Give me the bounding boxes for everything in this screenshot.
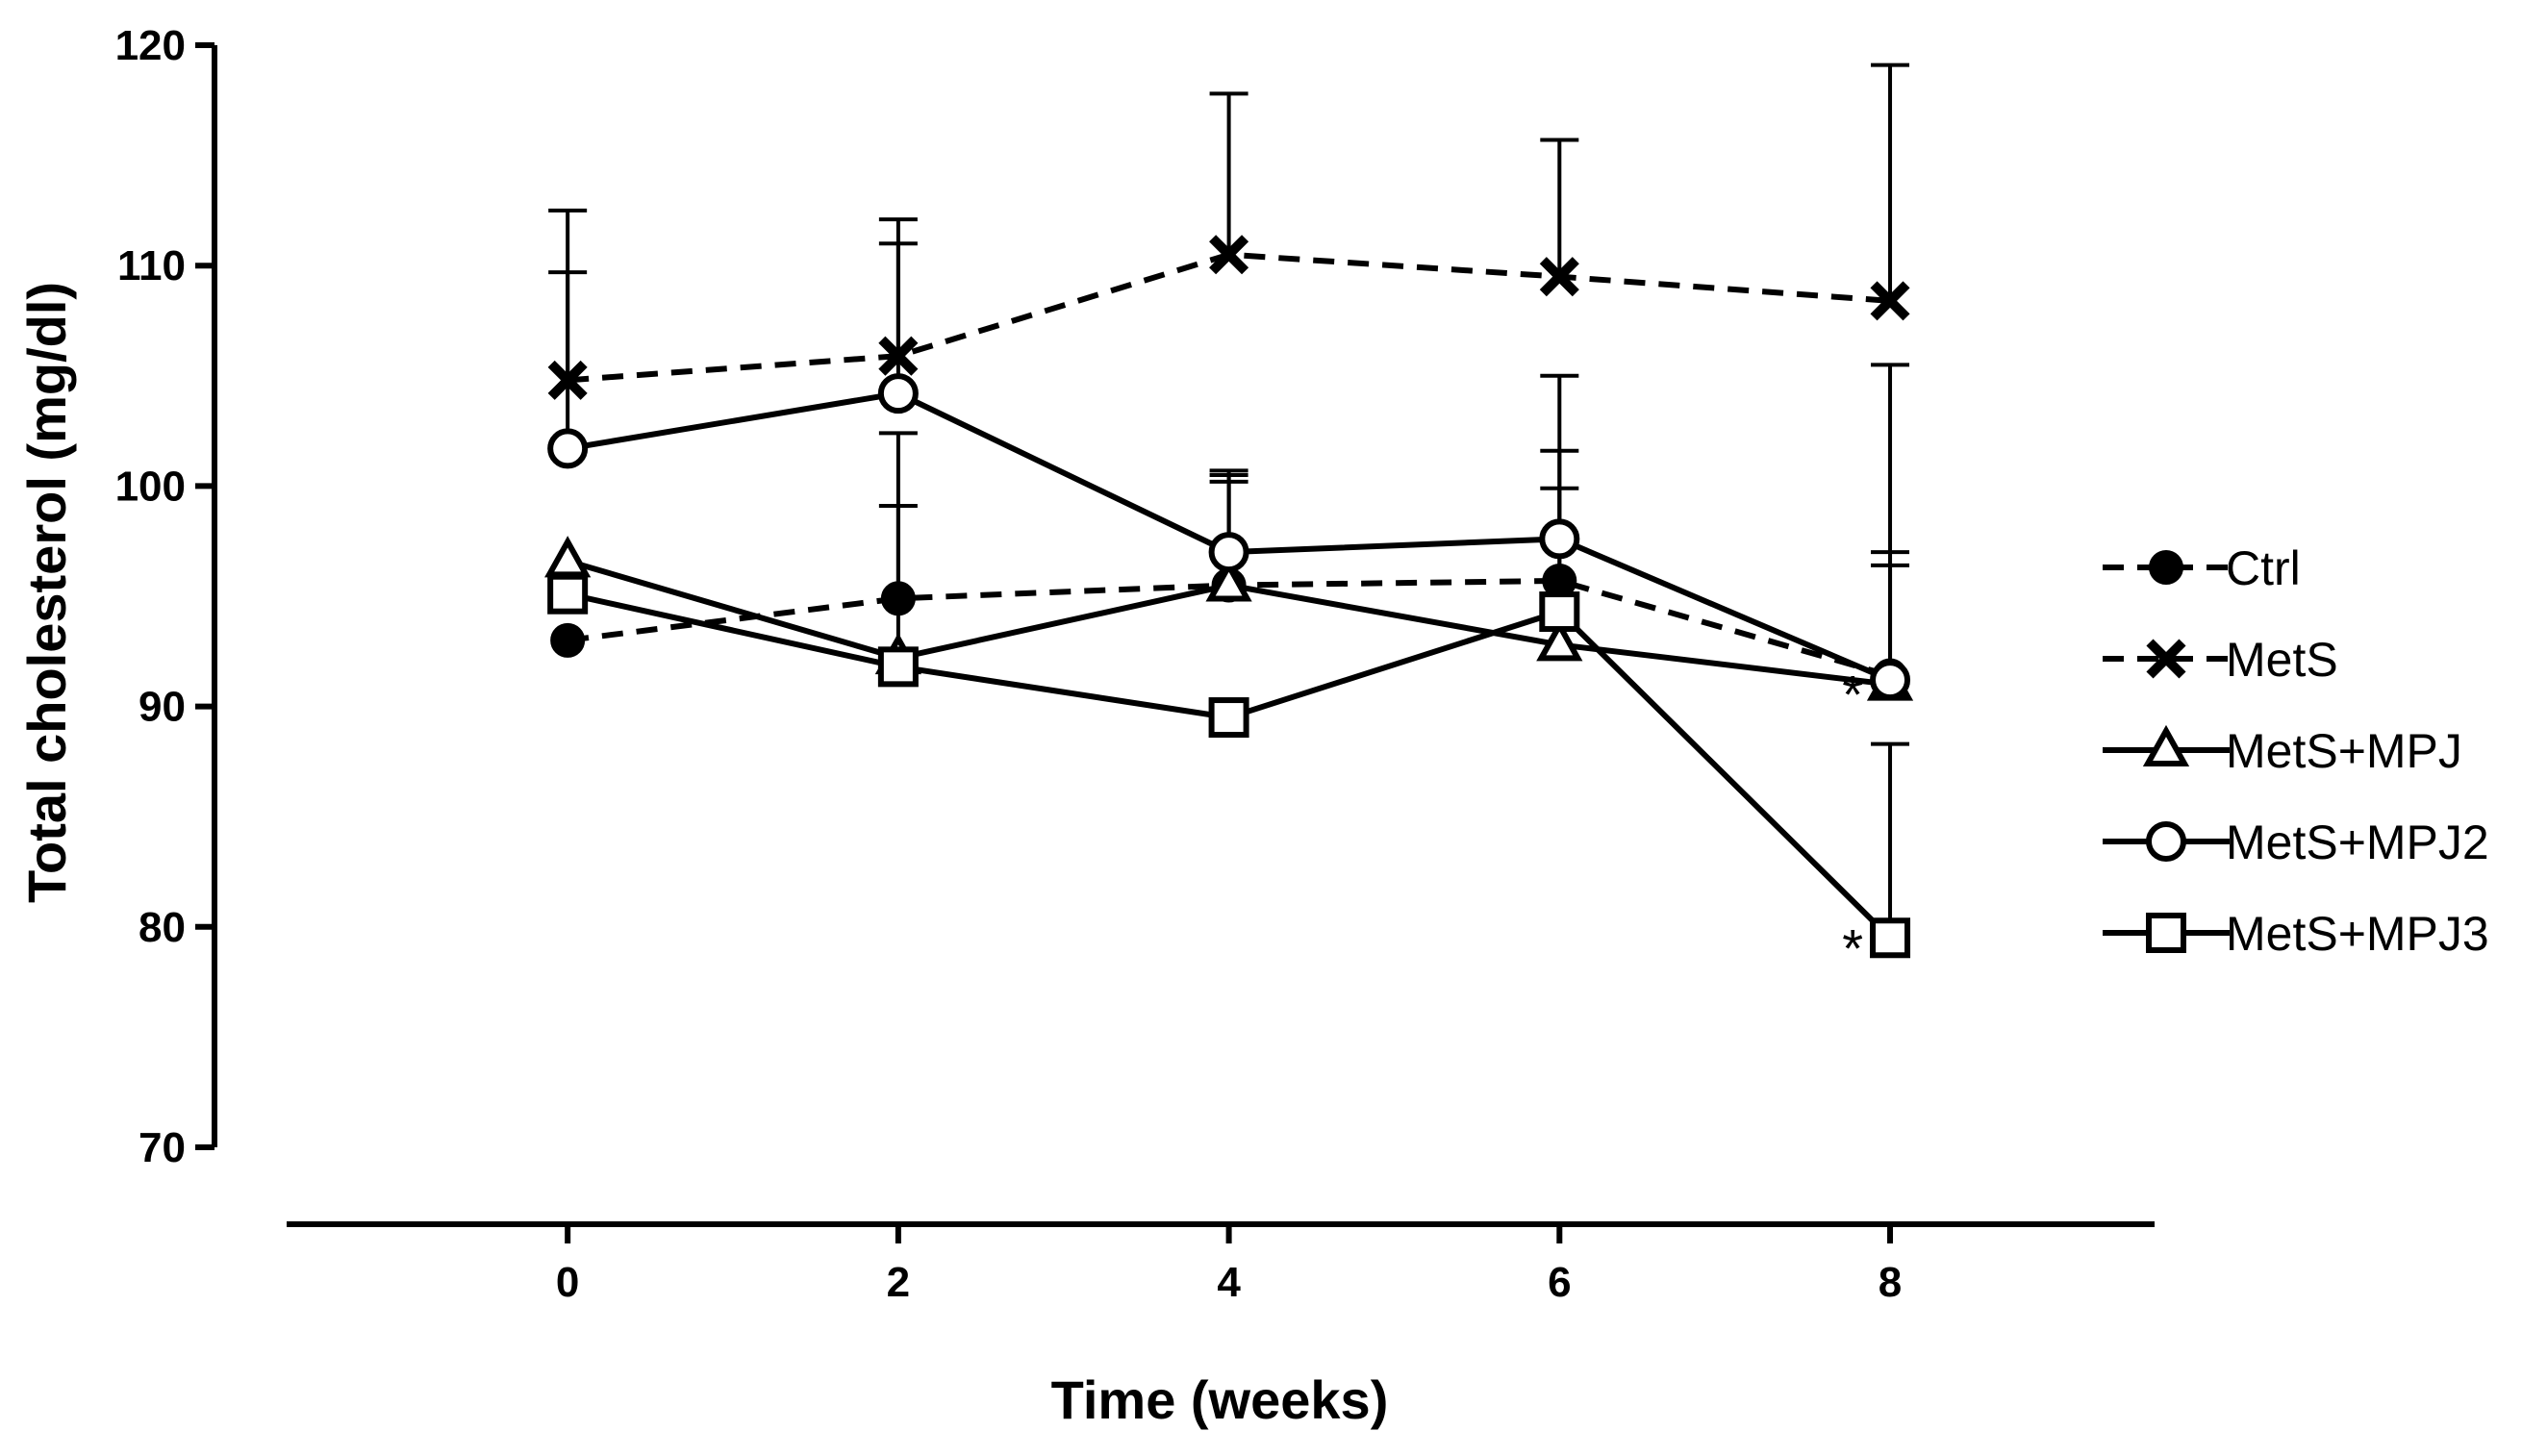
y-tick-label: 120 [115, 22, 186, 69]
legend-marker [2149, 550, 2183, 585]
y-tick-label: 70 [139, 1124, 186, 1171]
data-point-mets-mpj2 [1539, 518, 1580, 560]
x-tick-label: 0 [556, 1259, 579, 1306]
x-tick-label: 8 [1879, 1259, 1902, 1306]
data-point-mets-mpj [1536, 619, 1583, 662]
data-point-mets-mpj [544, 536, 592, 578]
x-axis-title: Time (weeks) [1051, 1369, 1389, 1430]
significance-asterisk: * [1842, 917, 1863, 978]
y-tick-label: 100 [115, 463, 186, 510]
legend: Ctrl MetS MetS+MPJ MetS+MPJ2 MetS+MPJ3 [2103, 541, 2489, 961]
data-point-mets-mpj [1205, 560, 1252, 602]
x-tick-label: 2 [887, 1259, 910, 1306]
legend-marker [2146, 821, 2186, 862]
x-tick-label: 4 [1217, 1259, 1241, 1306]
legend-marker [2146, 913, 2186, 953]
legend-label: Ctrl [2226, 541, 2301, 595]
data-point-mets [1539, 257, 1579, 297]
series-line-mets-mpj3 [567, 590, 1893, 941]
data-point-mets [1870, 281, 1910, 321]
data-point-mets-mpj2 [877, 373, 919, 414]
x-tick-label: 6 [1548, 1259, 1571, 1306]
y-axis-title: Total cholesterol (mg/dl) [16, 282, 77, 903]
data-point-mets [878, 336, 919, 376]
legend-label: MetS [2226, 633, 2338, 687]
data-point-mets-mpj3 [877, 646, 919, 688]
series-line-mets [567, 251, 1891, 384]
y-tick-label: 90 [139, 684, 186, 731]
data-point-mets-mpj2 [1870, 660, 1911, 701]
error-bars [548, 63, 1910, 939]
annotations: ** [1842, 665, 1863, 979]
significance-asterisk: * [1842, 665, 1863, 725]
data-point-mets-mpj2 [547, 428, 589, 469]
axes: 70 80 90 100 110 120 0 2 4 6 8 [115, 22, 2155, 1306]
legend-label: MetS+MPJ2 [2226, 816, 2489, 869]
data-point-ctrl [550, 622, 586, 658]
y-tick-label: 80 [139, 904, 186, 951]
data-point-ctrl [880, 581, 916, 616]
series-markers [544, 235, 1914, 959]
data-point-mets [1209, 235, 1249, 275]
data-point-mets-mpj3 [547, 573, 589, 615]
data-point-mets-mpj3 [1870, 917, 1911, 959]
data-point-mets-mpj3 [1208, 697, 1249, 739]
data-point-mets-mpj3 [1539, 591, 1580, 633]
legend-marker [2142, 724, 2190, 766]
y-tick-label: 110 [117, 242, 186, 289]
legend-label: MetS+MPJ [2226, 724, 2462, 778]
data-point-mets [547, 360, 588, 400]
legend-label: MetS+MPJ3 [2226, 907, 2489, 961]
legend-marker [2146, 639, 2186, 679]
data-point-mets-mpj2 [1208, 532, 1249, 573]
